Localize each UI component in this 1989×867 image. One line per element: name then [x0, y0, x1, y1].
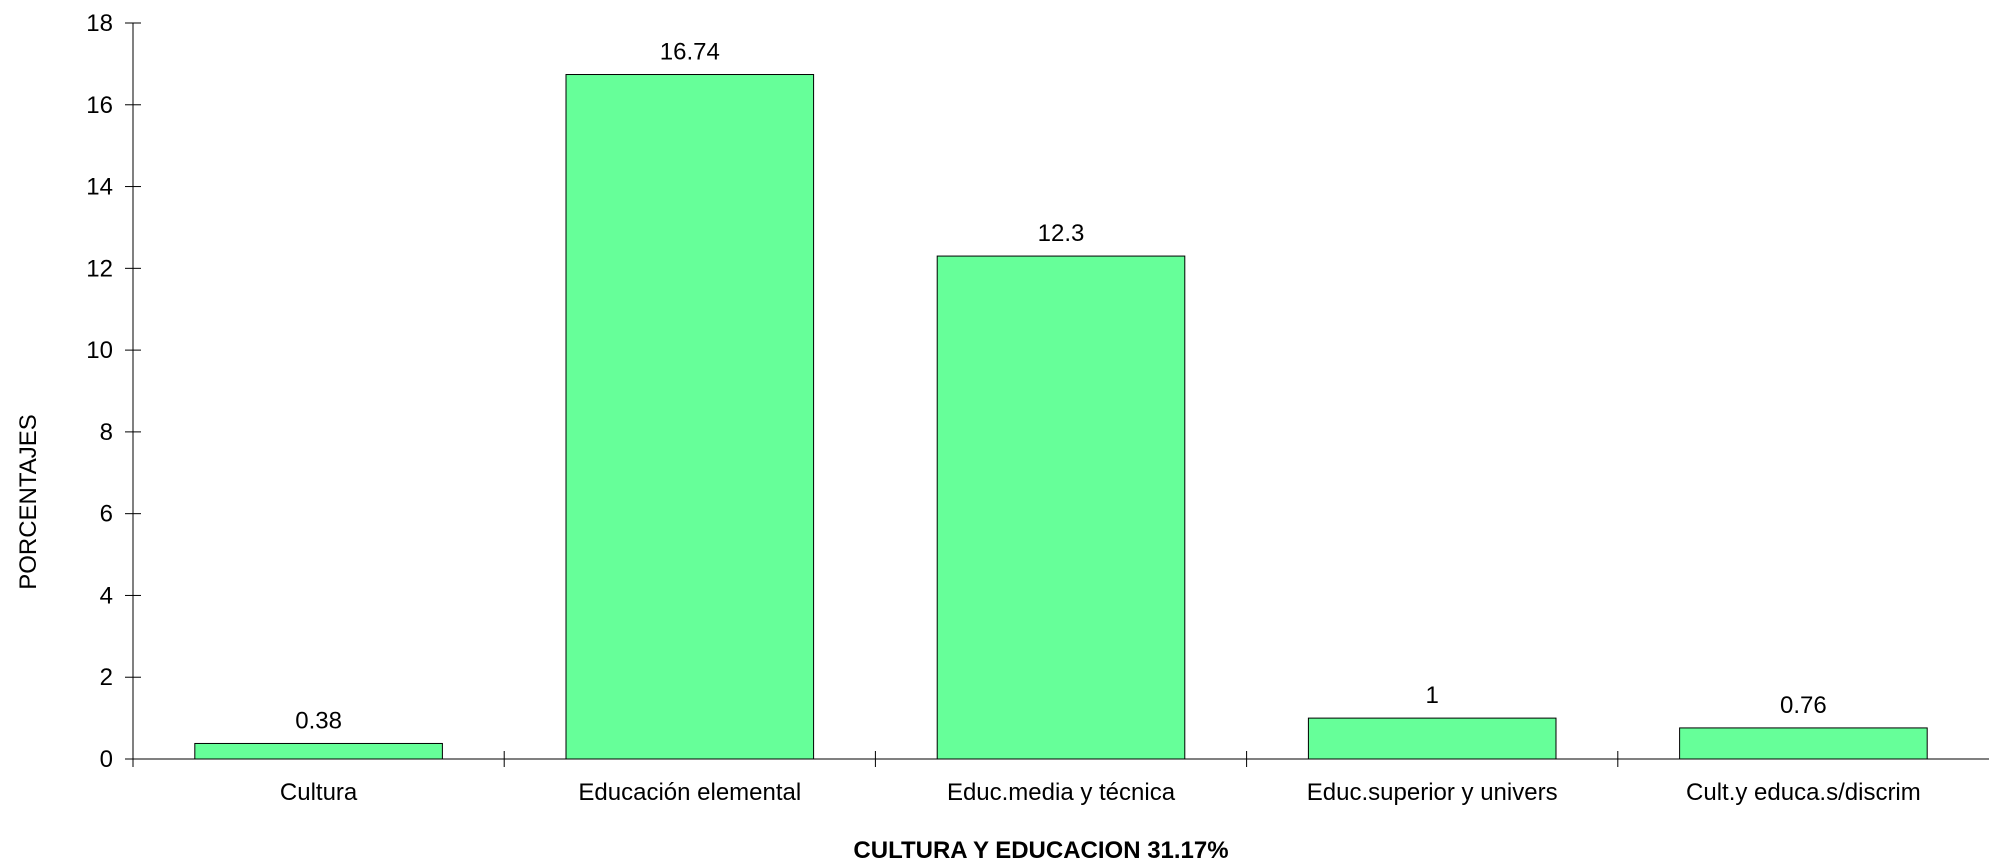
data-label: 1: [1426, 682, 1439, 709]
bar: [1307, 717, 1557, 760]
x-tick-label: Educ.superior y univers: [1307, 779, 1558, 806]
data-labels: 0.38 16.74 12.3 1 0.76: [295, 39, 1827, 735]
x-axis-title: CULTURA Y EDUCACION 31.17%: [853, 837, 1228, 862]
bar: [194, 742, 443, 760]
y-tick-label: 18: [86, 10, 113, 37]
data-label: 16.74: [660, 39, 720, 66]
data-label: 12.3: [1038, 220, 1085, 247]
y-axis: 0 2 4 6 8 10 12 14 16 18: [86, 10, 141, 773]
y-tick-label: 10: [86, 337, 113, 364]
bar: [936, 255, 1186, 760]
y-tick-label: 8: [100, 419, 113, 446]
y-tick-label: 14: [86, 174, 113, 201]
y-axis-title: PORCENTAJES: [15, 414, 42, 590]
data-label: 0.76: [1780, 692, 1827, 719]
x-tick-label: Educación elemental: [578, 779, 801, 806]
y-tick-label: 16: [86, 92, 113, 119]
y-tick-label: 4: [100, 582, 113, 609]
x-tick-label: Educ.media y técnica: [947, 779, 1176, 806]
y-tick-label: 12: [86, 255, 113, 282]
x-tick-label: Cultura: [280, 779, 358, 806]
bars: [194, 74, 1928, 760]
y-tick-label: 6: [100, 501, 113, 528]
y-tick-label: 0: [100, 746, 113, 773]
bar: [1679, 727, 1928, 760]
x-tick-label: Cult.y educa.s/discrim: [1686, 779, 1921, 806]
y-tick-label: 2: [100, 664, 113, 691]
bar: [565, 74, 815, 760]
data-label: 0.38: [295, 707, 342, 734]
